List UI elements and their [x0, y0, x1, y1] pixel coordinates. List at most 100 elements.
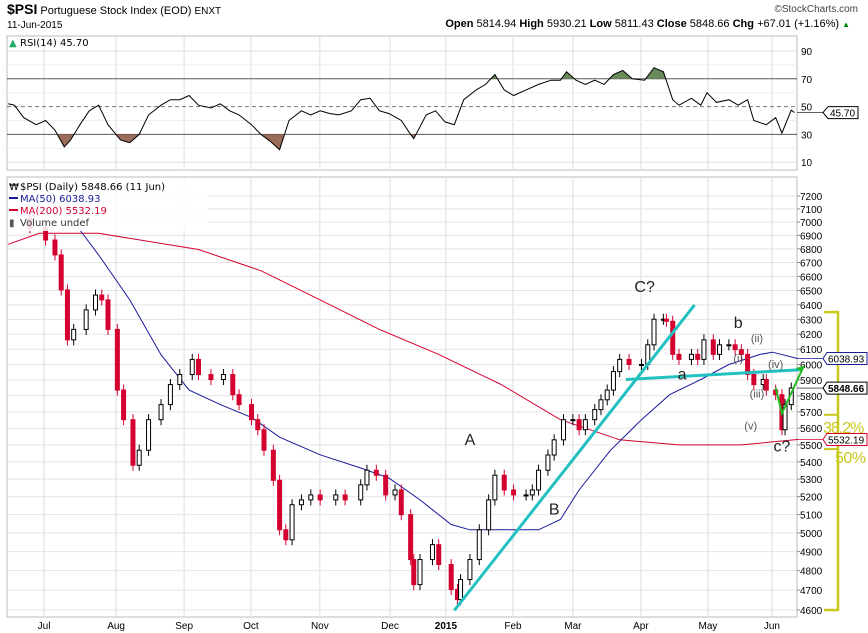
candle-body: [639, 363, 645, 366]
chart-title: $PSI Portuguese Stock Index (EOD) ENXT: [7, 2, 221, 19]
candle-body: [411, 559, 417, 586]
candle: [676, 348, 682, 365]
candle: [99, 289, 105, 306]
ma50-legend: MA(50) 6038.93: [20, 194, 101, 205]
open-label: Open: [445, 18, 474, 30]
wave-label: (v): [744, 421, 757, 433]
candle: [93, 289, 99, 316]
x-tick-label: 2015: [435, 621, 458, 632]
candle-body: [93, 294, 99, 311]
rsi-legend: RSI(14) 45.70: [20, 38, 89, 49]
candle: [333, 489, 339, 506]
trendline: [625, 368, 801, 382]
candle-body: [676, 353, 682, 360]
price-tick-label: 4800: [800, 567, 823, 578]
price-tick-label: 7000: [800, 218, 823, 229]
candle: [195, 353, 201, 381]
price-tick-label: 5400: [800, 458, 823, 469]
candle: [83, 304, 89, 335]
candle-body: [476, 529, 482, 561]
candle-body: [383, 474, 389, 496]
candle-body: [333, 494, 339, 501]
rsi-tick-label: 70: [801, 75, 813, 86]
candle: [476, 524, 482, 566]
candle-body: [130, 419, 136, 466]
candle: [283, 524, 289, 546]
candle-body: [136, 449, 142, 466]
candle-body: [417, 559, 423, 586]
candle-body: [52, 239, 58, 256]
close-value-label: 5848.66: [828, 384, 865, 395]
x-tick-label: Aug: [107, 621, 125, 632]
price-legend-main: $PSI (Daily) 5848.66 (11 Jun): [20, 182, 165, 193]
close-label: Close: [656, 18, 687, 30]
candle: [604, 384, 610, 406]
candle: [639, 358, 645, 371]
price-tick-label: 5100: [800, 511, 823, 522]
high-value: 5930.21: [546, 18, 587, 30]
candle: [261, 424, 267, 456]
candle-body: [114, 328, 120, 391]
ma50-value-tag: [822, 351, 868, 365]
ma200-value-tag: [822, 432, 868, 446]
price-tick-label: 5900: [800, 376, 823, 387]
candle: [576, 414, 582, 436]
fib-bracket: [824, 310, 840, 612]
ma200-value-label: 5532.19: [828, 435, 865, 446]
candle-body: [688, 353, 694, 360]
volume-icon: ▮: [9, 218, 15, 229]
price-tick-label: 5300: [800, 475, 823, 486]
close-value-tag: [822, 381, 868, 395]
candle-body: [317, 494, 323, 501]
candle-body: [467, 559, 473, 581]
price-tick-label: 4700: [800, 586, 823, 597]
price-tick-label: 5800: [800, 392, 823, 403]
candle: [158, 399, 164, 426]
price-tick-label: 5500: [800, 441, 823, 452]
candle: [511, 484, 517, 501]
candle: [486, 494, 492, 536]
candle: [167, 379, 173, 411]
x-tick-label: May: [699, 621, 718, 632]
candle-body: [220, 374, 226, 381]
candle-body: [663, 318, 669, 322]
candle: [617, 353, 623, 378]
copyright: ©StockCharts.com: [774, 4, 858, 15]
candle-body: [429, 544, 435, 561]
candle: [52, 234, 58, 261]
x-tick-label: Feb: [504, 621, 522, 632]
candle-body: [551, 439, 557, 456]
close-value: 5848.66: [689, 18, 730, 30]
x-tick-label: Jul: [38, 621, 51, 632]
candle-body: [604, 389, 610, 401]
candle-body: [763, 379, 769, 391]
candle-body: [408, 514, 414, 561]
candle-body: [364, 469, 370, 486]
candle: [670, 315, 676, 360]
candle-body: [270, 449, 276, 481]
candle: [130, 414, 136, 471]
candle: [392, 484, 398, 501]
candle: [458, 574, 464, 606]
candle: [289, 499, 295, 546]
price-tick-label: 6300: [800, 315, 823, 326]
price-tick-label: 7100: [800, 205, 823, 216]
rsi-overbought-fill: [490, 67, 666, 79]
candle: [448, 558, 454, 596]
candle: [373, 464, 379, 481]
candle: [710, 334, 716, 360]
candle: [429, 539, 435, 566]
x-tick-label: Mar: [564, 621, 582, 632]
candle: [358, 479, 364, 506]
rsi-value-tag: [822, 106, 859, 120]
candle: [651, 313, 657, 351]
candle: [582, 414, 588, 436]
candle-body: [511, 489, 517, 496]
price-tick-label: 4900: [800, 548, 823, 559]
price-tick-label: 6100: [800, 345, 823, 356]
price-tick-label: 6900: [800, 231, 823, 242]
candle: [417, 554, 423, 591]
candle-body: [58, 254, 64, 291]
